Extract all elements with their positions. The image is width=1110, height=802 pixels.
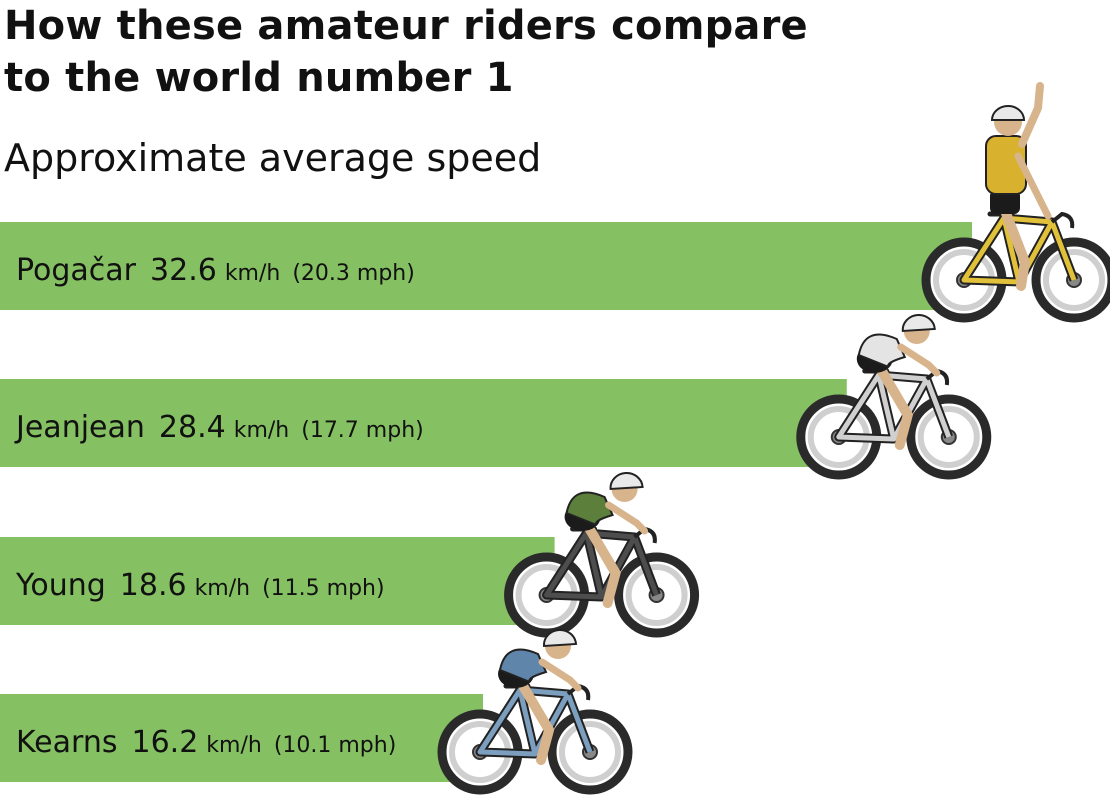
speed-mph-value: (10.1 mph) [274,733,396,758]
bar-kearns [0,694,484,782]
wheel-rim [559,721,621,783]
rider-shorts [990,190,1020,214]
rider-raised-arm [1018,82,1044,148]
rider-arm [605,501,649,535]
rider-jersey [565,491,614,526]
cyclist-icon [504,472,700,638]
speed-kmh-value: 18.6 [120,568,187,603]
bar-label: Jeanjean 28.4 km/h (17.7 mph) [14,410,424,445]
speed-kmh-unit: km/h [206,733,262,758]
speed-mph-value: (17.7 mph) [301,418,423,443]
speed-kmh-value: 16.2 [131,725,198,760]
rider-leg [511,669,555,765]
speed-kmh-value: 32.6 [150,253,217,288]
rider-leg [577,512,621,608]
bar-jeanjean [0,379,847,467]
speed-kmh-unit: km/h [195,576,251,601]
speed-mph-value: (20.3 mph) [292,261,414,286]
speed-kmh-unit: km/h [225,261,281,286]
bar-label: Pogačar 32.6 km/h (20.3 mph) [16,253,415,288]
rider-name: Young [15,568,106,603]
rider-leg [869,354,914,450]
chart-title: How these amateur riders compare to the … [4,3,808,101]
cyclist-icon [796,314,992,480]
rider-arm [538,658,582,692]
helmet-icon [990,105,1026,121]
cyclist-icon [437,629,633,795]
rider-name: Kearns [16,725,117,760]
rider-name: Pogačar [16,253,137,288]
bar-young [0,537,555,625]
wheel-rim [625,564,688,626]
helmet-icon [542,629,578,648]
rider-arm [897,343,941,377]
wheel-rim [1043,249,1105,311]
cyclist-celebrating-icon [921,82,1110,323]
handlebar [1050,211,1075,229]
speed-kmh-unit: km/h [234,418,290,443]
bar-label: Young 18.6 km/h (11.5 mph) [15,568,385,603]
bar-pogaar [0,222,972,310]
rider-jersey [857,333,907,368]
rider-leg [999,203,1031,291]
helmet-icon [609,472,644,491]
rider-jersey [498,648,548,683]
wheel-rim [917,406,980,468]
rider-arm [1014,152,1052,220]
speed-mph-value: (11.5 mph) [262,576,384,601]
rider-name: Jeanjean [14,410,145,445]
chart-subtitle: Approximate average speed [4,136,542,180]
speed-kmh-value: 28.4 [159,410,226,445]
helmet-icon [901,314,936,333]
bar-label: Kearns 16.2 km/h (10.1 mph) [16,725,396,760]
